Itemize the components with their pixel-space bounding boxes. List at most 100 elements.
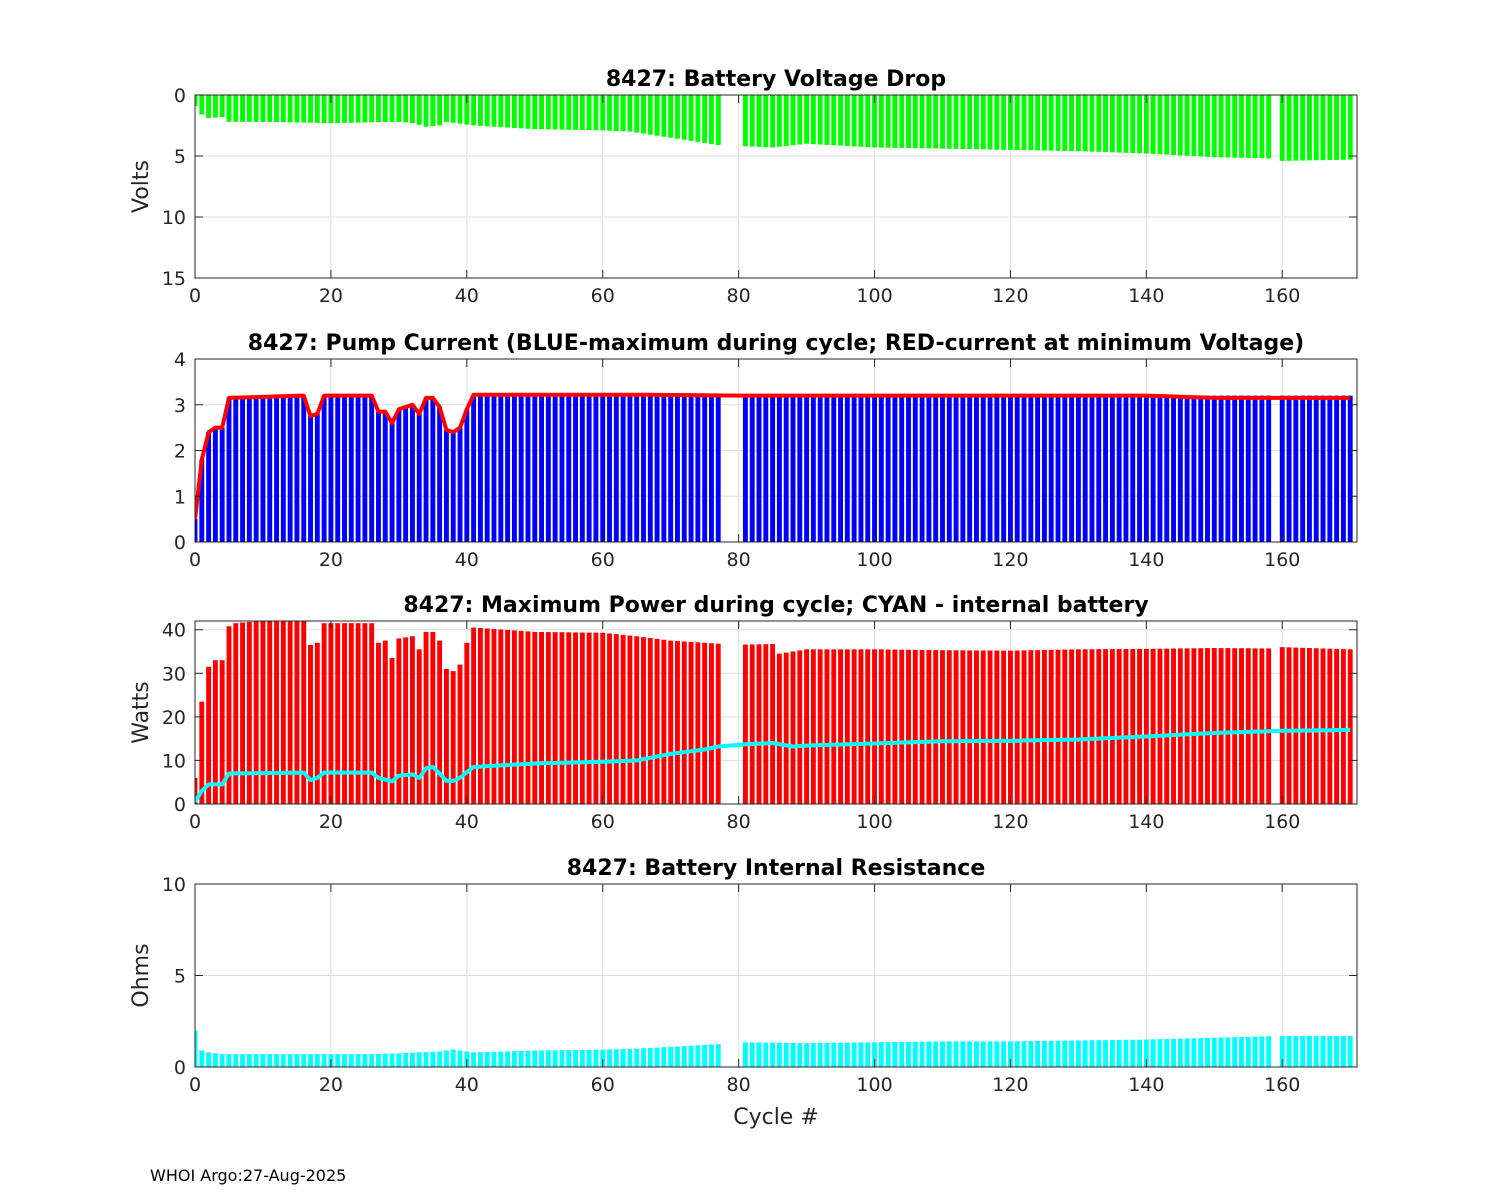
bar-cycle-61 [607,633,612,804]
bar-cycle-45 [498,395,504,542]
bar-cycle-122 [1021,395,1027,542]
bar-cycle-124 [1035,95,1041,151]
bar-cycle-96 [844,395,850,542]
bar-cycle-92 [817,1043,823,1067]
bar-cycle-44 [491,95,497,127]
bar-cycle-162 [1293,395,1299,542]
bar-cycle-102 [885,95,891,148]
x-tick-label: 160 [1264,1074,1300,1096]
bar-cycle-36 [437,1051,443,1067]
bar-cycle-97 [851,95,857,147]
bar-cycle-69 [661,395,667,542]
bar-cycle-109 [933,1041,939,1067]
bar-cycle-148 [1198,395,1204,542]
bar-cycle-39 [457,95,463,124]
bar-cycle-120 [1007,95,1013,150]
bar-cycle-139 [1137,1039,1142,1067]
bar-cycle-84 [763,644,769,804]
x-tick-label: 20 [319,549,343,571]
x-axis-label: Cycle # [733,1105,819,1130]
bar-cycle-1 [199,459,205,542]
bar-cycle-31 [403,637,409,804]
bar-cycle-104 [899,649,905,804]
bar-cycle-124 [1035,650,1041,804]
bar-cycle-129 [1069,95,1075,151]
bar-cycle-91 [810,395,816,542]
bar-cycle-75 [702,395,708,542]
x-tick-label: 20 [319,285,343,307]
bar-cycle-119 [1001,395,1007,542]
bar-cycle-86 [776,653,782,804]
bar-cycle-81 [742,95,748,147]
bar-cycle-164 [1306,95,1312,161]
bar-cycle-109 [933,95,939,149]
bar-cycle-40 [464,95,470,125]
bar-cycle-94 [831,95,837,146]
bar-cycle-68 [654,95,660,136]
bar-cycle-103 [892,1042,898,1067]
bar-cycle-17 [308,416,313,542]
bar-cycle-154 [1239,95,1244,158]
bar-cycle-113 [960,395,966,542]
bar-cycle-46 [505,95,511,128]
bar-cycle-143 [1164,395,1170,542]
bar-cycle-75 [702,1044,708,1067]
bar-cycle-147 [1191,648,1197,804]
bar-cycle-56 [573,632,578,804]
bar-cycle-5 [226,95,232,122]
x-tick-label: 40 [455,285,479,307]
bar-cycle-139 [1137,648,1142,804]
bar-cycle-21 [335,395,341,542]
bar-cycle-84 [763,95,769,148]
bar-cycle-67 [647,395,653,542]
bar-cycle-41 [471,395,477,542]
bar-cycle-96 [844,1042,850,1067]
bar-cycle-169 [1340,649,1346,804]
bar-cycle-150 [1211,395,1217,542]
chart-panel-4: 0 20 40 60 80 100 120 140 160 0 5 10 8427: Battery I… [129,856,1358,1130]
bar-cycle-105 [906,95,911,149]
bar-cycle-61 [607,395,612,542]
bar-cycle-8 [246,621,252,804]
bar-cycle-54 [559,632,565,804]
bar-cycle-144 [1171,95,1176,156]
bar-cycle-99 [865,395,871,542]
bar-cycle-163 [1300,95,1306,161]
bar-cycle-120 [1007,1041,1013,1067]
x-tick-label: 20 [319,1074,343,1096]
bar-cycle-49 [525,1050,531,1067]
bar-cycle-4 [219,427,225,542]
bar-cycle-0 [195,519,198,542]
bar-cycle-22 [342,395,347,542]
y-tick-label: 30 [162,663,186,685]
bar-cycle-132 [1089,649,1095,804]
bar-cycle-39 [457,1050,463,1067]
x-tick-label: 0 [189,285,201,307]
bar-cycle-24 [355,1054,361,1067]
bar-cycle-157 [1259,95,1265,159]
plot-area [195,95,1353,161]
bar-cycle-73 [688,395,694,542]
bar-cycle-7 [240,1054,246,1067]
bar-cycle-86 [776,95,782,147]
bar-cycle-107 [919,1041,925,1067]
bar-cycle-13 [280,396,286,542]
bar-cycle-132 [1089,95,1095,152]
bar-cycle-16 [301,621,307,804]
bar-cycle-158 [1266,95,1272,159]
bar-cycle-93 [824,649,830,804]
bar-cycle-166 [1320,1035,1326,1067]
bar-cycle-108 [926,395,932,542]
bar-cycle-8 [246,1054,252,1067]
bar-cycle-55 [566,395,572,542]
bar-cycle-152 [1225,395,1231,542]
bar-cycle-126 [1048,95,1054,151]
bar-cycle-102 [885,1042,891,1067]
bar-cycle-22 [342,623,347,804]
bar-cycle-24 [355,395,361,542]
x-tick-label: 160 [1264,549,1300,571]
bar-cycle-36 [437,640,443,804]
bar-cycle-91 [810,649,816,804]
bar-cycle-100 [872,649,877,804]
bar-cycle-25 [362,623,368,804]
